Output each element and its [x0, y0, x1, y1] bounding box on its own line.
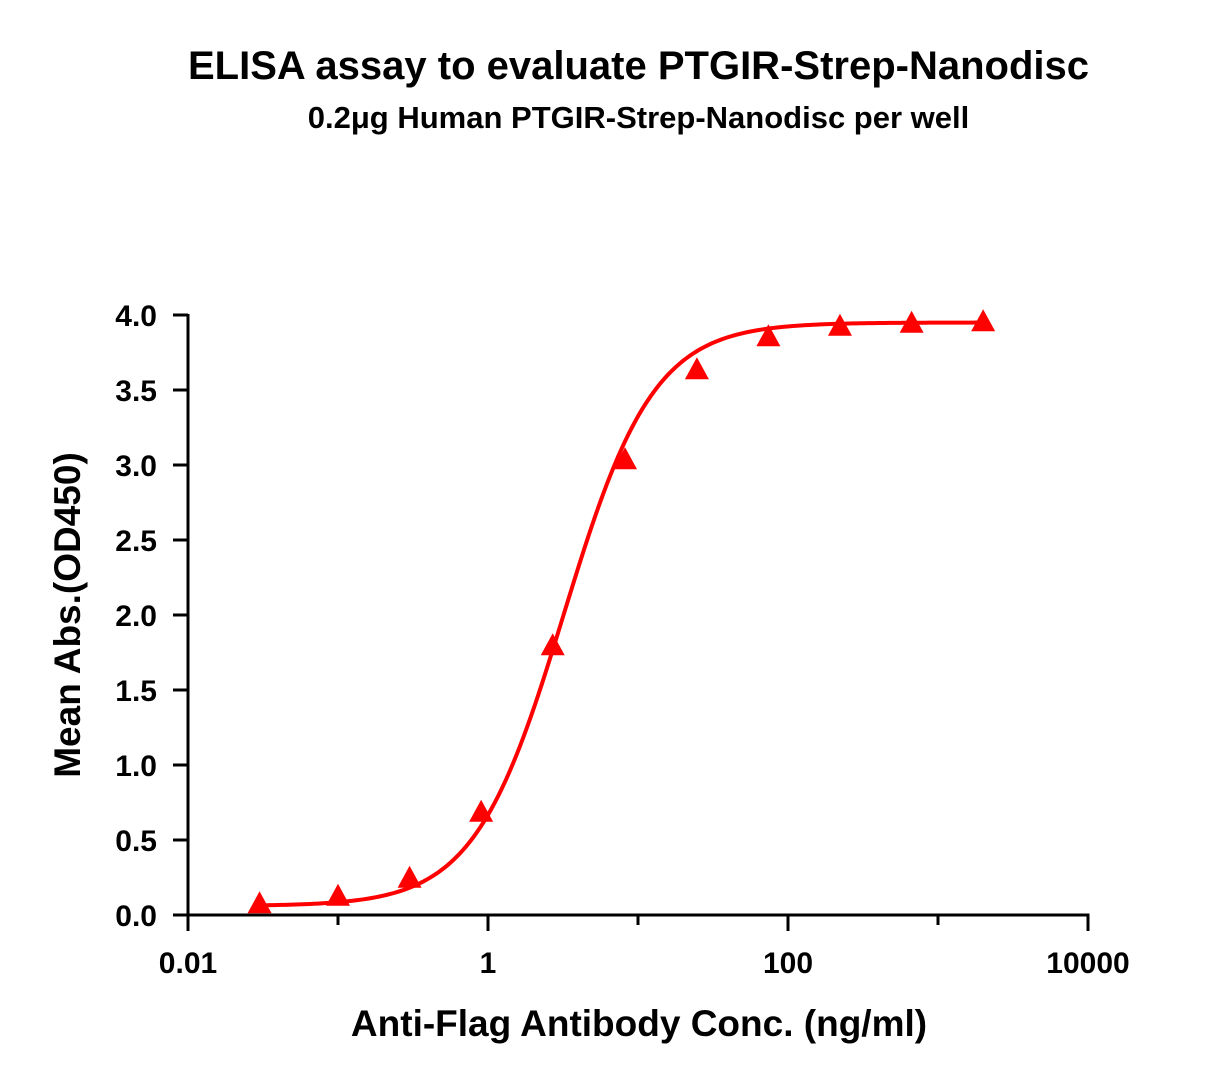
fit-curve	[259, 320, 984, 908]
data-point-marker	[971, 309, 996, 332]
y-tick-label: 3.5	[115, 375, 157, 408]
data-point-marker	[613, 447, 638, 470]
y-axis-label: Mean Abs.(OD450)	[47, 452, 88, 778]
x-tick-label: 0.01	[159, 947, 217, 980]
x-axis-label: Anti-Flag Antibody Conc. (ng/ml)	[351, 1003, 927, 1044]
y-tick-label: 1.5	[115, 675, 157, 708]
data-point-marker	[247, 891, 272, 914]
fit-curve-group	[259, 320, 984, 908]
y-tick-label: 0.5	[115, 825, 157, 858]
axes: 0.0 0.5 1.0 1.5 2.0 2.5 3.0 3.5 4.0 0.01 1 100 10000	[115, 300, 1129, 980]
data-point-marker	[540, 633, 565, 656]
y-tick-label: 4.0	[115, 300, 157, 333]
y-tick-label: 2.5	[115, 525, 157, 558]
data-point-marker	[326, 883, 350, 906]
data-point-marker	[397, 865, 422, 888]
x-tick-label: 100	[763, 947, 813, 980]
data-points	[247, 309, 996, 914]
chart-subtitle: 0.2μg Human PTGIR-Strep-Nanodisc per wel…	[307, 100, 970, 135]
data-point-marker	[756, 324, 781, 347]
y-tick-label: 3.0	[115, 450, 157, 483]
data-point-marker	[827, 313, 852, 336]
y-tick-label: 0.0	[115, 900, 157, 933]
data-point-marker	[684, 357, 709, 380]
data-point-marker	[899, 310, 924, 333]
chart-title: ELISA assay to evaluate PTGIR-Strep-Nano…	[188, 44, 1089, 88]
y-tick-label: 2.0	[115, 600, 157, 633]
y-tick-label: 1.0	[115, 750, 157, 783]
data-point-marker	[469, 799, 494, 822]
x-tick-label: 1	[480, 947, 497, 980]
x-tick-label: 10000	[1046, 947, 1129, 980]
